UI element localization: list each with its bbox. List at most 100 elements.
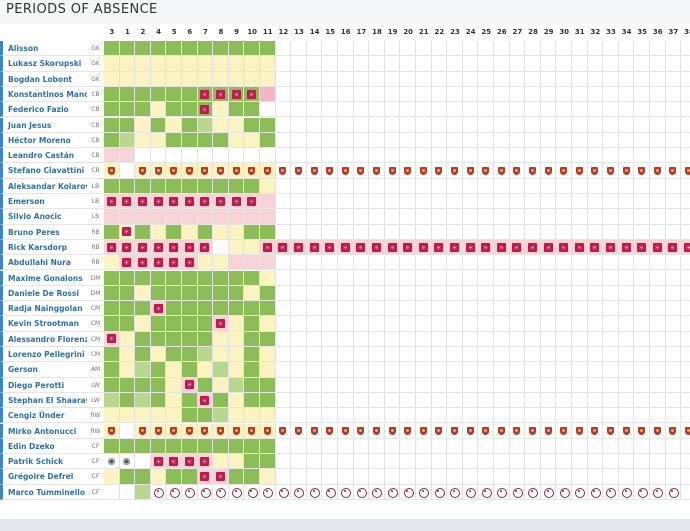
matchday-cell[interactable] <box>572 484 588 500</box>
matchday-cell[interactable] <box>416 423 432 439</box>
matchday-cell[interactable] <box>509 377 526 393</box>
matchday-cell[interactable] <box>166 86 182 103</box>
matchday-cell[interactable] <box>416 224 432 240</box>
matchday-cell[interactable] <box>322 163 338 179</box>
matchday-cell[interactable] <box>228 132 245 149</box>
matchday-cell[interactable] <box>166 331 182 347</box>
matchday-cell[interactable] <box>462 392 479 409</box>
matchday-cell[interactable] <box>104 362 120 378</box>
matchday-cell[interactable] <box>462 239 479 256</box>
player-name[interactable]: Bogdan Lobont <box>0 71 87 87</box>
matchday-cell[interactable] <box>182 132 198 149</box>
matchday-cell[interactable] <box>322 102 338 118</box>
matchday-cell[interactable] <box>572 392 588 409</box>
matchday-cell[interactable] <box>431 454 448 470</box>
matchday-cell[interactable] <box>618 454 635 470</box>
matchday-cell[interactable] <box>384 423 401 439</box>
matchday-cell[interactable] <box>213 423 229 439</box>
matchday-cell[interactable] <box>478 347 494 363</box>
matchday-cell[interactable] <box>447 117 463 133</box>
matchday-cell[interactable] <box>213 209 229 225</box>
matchday-cell[interactable] <box>618 408 635 424</box>
matchday-cell[interactable] <box>338 86 354 103</box>
matchday-cell[interactable] <box>416 132 432 149</box>
matchday-cell[interactable] <box>306 148 323 164</box>
matchday-cell[interactable] <box>104 270 120 286</box>
matchday-cell[interactable] <box>572 362 588 378</box>
matchday-cell[interactable] <box>369 347 385 363</box>
matchday-cell[interactable] <box>681 423 690 439</box>
matchday-cell[interactable] <box>650 163 666 179</box>
matchday-cell[interactable] <box>104 408 120 424</box>
matchday-cell[interactable] <box>681 132 690 149</box>
matchday-cell[interactable] <box>525 163 541 179</box>
matchday-cell[interactable] <box>369 270 385 286</box>
matchday-cell[interactable] <box>166 239 182 256</box>
matchday-cell[interactable] <box>135 469 151 485</box>
matchday-cell[interactable] <box>400 86 416 103</box>
matchday-cell[interactable] <box>447 347 463 363</box>
matchday-cell[interactable] <box>291 423 307 439</box>
matchday-cell[interactable] <box>416 270 432 286</box>
matchday-cell[interactable] <box>400 316 416 332</box>
matchday-cell[interactable] <box>447 316 463 332</box>
matchday-cell[interactable] <box>369 102 385 118</box>
matchday-cell[interactable] <box>322 331 338 347</box>
matchday-cell[interactable] <box>400 41 416 57</box>
matchday-cell[interactable] <box>119 132 136 149</box>
matchday-cell[interactable] <box>150 209 167 225</box>
matchday-cell[interactable] <box>135 117 151 133</box>
matchday-cell[interactable] <box>634 102 650 118</box>
matchday-cell[interactable] <box>587 255 604 271</box>
matchday-cell[interactable] <box>478 423 494 439</box>
matchday-cell[interactable] <box>400 423 416 439</box>
matchday-cell[interactable] <box>228 102 245 118</box>
matchday-cell[interactable] <box>275 423 292 439</box>
matchday-cell[interactable] <box>150 331 167 347</box>
matchday-cell[interactable] <box>119 148 136 164</box>
matchday-cell[interactable] <box>291 148 307 164</box>
matchday-cell[interactable] <box>525 392 541 409</box>
matchday-cell[interactable] <box>322 178 338 194</box>
matchday-cell[interactable] <box>322 362 338 378</box>
matchday-cell[interactable] <box>681 239 690 256</box>
matchday-cell[interactable] <box>603 209 619 225</box>
matchday-cell[interactable] <box>431 148 448 164</box>
matchday-cell[interactable] <box>306 255 323 271</box>
matchday-cell[interactable] <box>416 209 432 225</box>
matchday-cell[interactable] <box>182 224 198 240</box>
matchday-cell[interactable] <box>416 41 432 57</box>
matchday-cell[interactable] <box>447 285 463 302</box>
matchday-cell[interactable] <box>587 270 604 286</box>
matchday-cell[interactable] <box>634 255 650 271</box>
matchday-cell[interactable] <box>462 163 479 179</box>
matchday-cell[interactable] <box>587 331 604 347</box>
matchday-cell[interactable] <box>369 423 385 439</box>
matchday-cell[interactable] <box>150 239 167 256</box>
matchday-cell[interactable] <box>509 408 526 424</box>
matchday-cell[interactable] <box>431 117 448 133</box>
matchday-cell[interactable] <box>228 71 245 87</box>
matchday-cell[interactable] <box>119 469 136 485</box>
matchday-cell[interactable] <box>150 362 167 378</box>
matchday-cell[interactable] <box>634 347 650 363</box>
matchday-cell[interactable] <box>260 148 276 164</box>
matchday-cell[interactable] <box>447 423 463 439</box>
matchday-cell[interactable] <box>478 438 494 455</box>
matchday-cell[interactable] <box>353 331 370 347</box>
matchday-cell[interactable] <box>494 71 510 87</box>
matchday-cell[interactable] <box>291 347 307 363</box>
matchday-cell[interactable] <box>447 270 463 286</box>
matchday-cell[interactable] <box>166 209 182 225</box>
matchday-cell[interactable] <box>244 86 260 103</box>
matchday-cell[interactable] <box>681 392 690 409</box>
matchday-cell[interactable] <box>634 270 650 286</box>
matchday-cell[interactable] <box>681 285 690 302</box>
matchday-cell[interactable] <box>182 438 198 455</box>
matchday-cell[interactable] <box>618 194 635 210</box>
matchday-cell[interactable] <box>618 316 635 332</box>
matchday-cell[interactable] <box>478 285 494 302</box>
matchday-cell[interactable] <box>197 148 214 164</box>
matchday-cell[interactable] <box>634 224 650 240</box>
matchday-cell[interactable] <box>447 331 463 347</box>
